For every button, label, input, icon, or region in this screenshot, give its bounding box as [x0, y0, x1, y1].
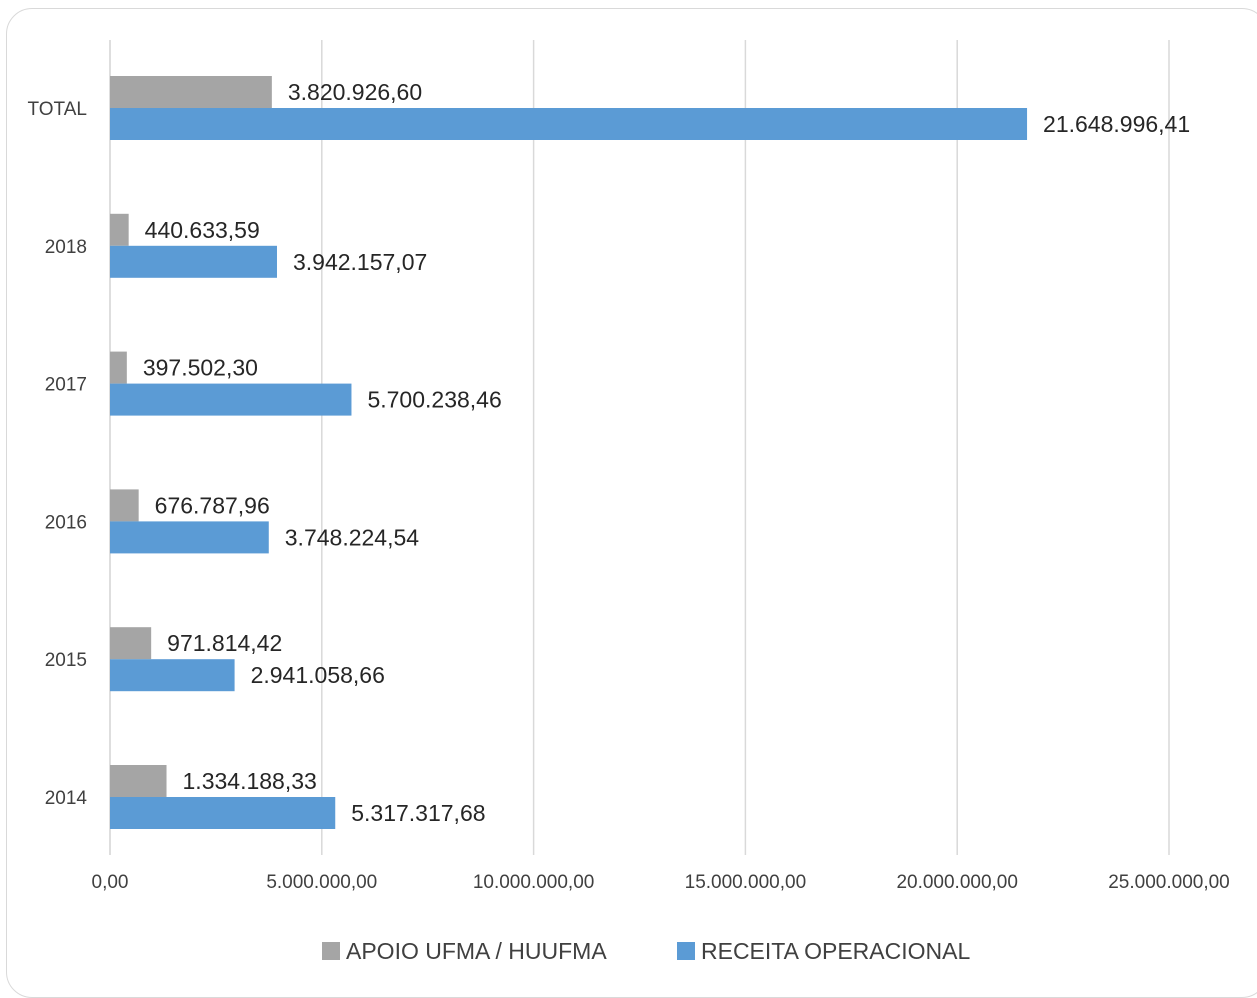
legend: APOIO UFMA / HUUFMA RECEITA OPERACIONAL [322, 938, 970, 964]
apoio-data-label: 440.633,59 [145, 217, 260, 243]
receita-bar [110, 659, 235, 692]
gridlines [109, 40, 1170, 855]
category-label: 2018 [45, 237, 87, 258]
category-labels: TOTAL 2018 2017 2016 2015 2014 [28, 99, 88, 809]
apoio-bar [110, 627, 152, 660]
apoio-bar [110, 76, 272, 108]
receita-bar [110, 108, 1028, 140]
category-label: 2015 [45, 650, 87, 671]
x-tick-label: 0,00 [92, 872, 129, 893]
apoio-bar [110, 351, 127, 384]
receita-data-label: 5.317.317,68 [351, 800, 485, 826]
apoio-data-label: 397.502,30 [143, 355, 258, 381]
x-tick-label: 15.000.000,00 [685, 872, 807, 893]
chart-frame [6, 8, 1257, 998]
receita-bar [110, 797, 336, 829]
x-tick-label: 25.000.000,00 [1108, 872, 1230, 893]
apoio-data-label: 971.814,42 [167, 630, 282, 656]
apoio-data-label: 1.334.188,33 [183, 768, 317, 794]
receita-data-label: 2.941.058,66 [251, 662, 385, 688]
category-label: 2016 [45, 512, 87, 533]
receita-data-label: 3.942.157,07 [293, 249, 427, 275]
apoio-data-label: 676.787,96 [155, 492, 270, 518]
receita-data-label: 21.648.996,41 [1043, 111, 1190, 137]
category-label: 2014 [45, 788, 88, 809]
receita-data-label: 5.700.238,46 [367, 387, 501, 413]
category-label: 2017 [45, 375, 87, 396]
x-axis-tick-labels: 0,00 5.000.000,00 10.000.000,00 15.000.000,… [92, 872, 1230, 893]
x-tick-label: 20.000.000,00 [896, 872, 1018, 893]
category-label: TOTAL [28, 99, 87, 120]
receita-data-label: 3.748.224,54 [285, 524, 420, 550]
apoio-bar [110, 765, 167, 797]
apoio-bar [110, 489, 139, 522]
apoio-bar [110, 213, 129, 246]
apoio-data-label: 3.820.926,60 [288, 79, 422, 105]
legend-swatch [677, 942, 695, 960]
legend-item-apoio: APOIO UFMA / HUUFMA [346, 938, 607, 964]
legend-swatch [322, 942, 340, 960]
x-tick-label: 10.000.000,00 [473, 872, 595, 893]
receita-bar [110, 245, 277, 278]
receita-bar [110, 521, 269, 554]
data-labels: 3.820.926,60 21.648.996,41 440.633,59 3.942… [143, 79, 1190, 826]
bars [110, 76, 1028, 829]
x-tick-label: 5.000.000,00 [266, 872, 377, 893]
receita-bar [110, 383, 352, 416]
legend-item-receita: RECEITA OPERACIONAL [701, 938, 970, 964]
